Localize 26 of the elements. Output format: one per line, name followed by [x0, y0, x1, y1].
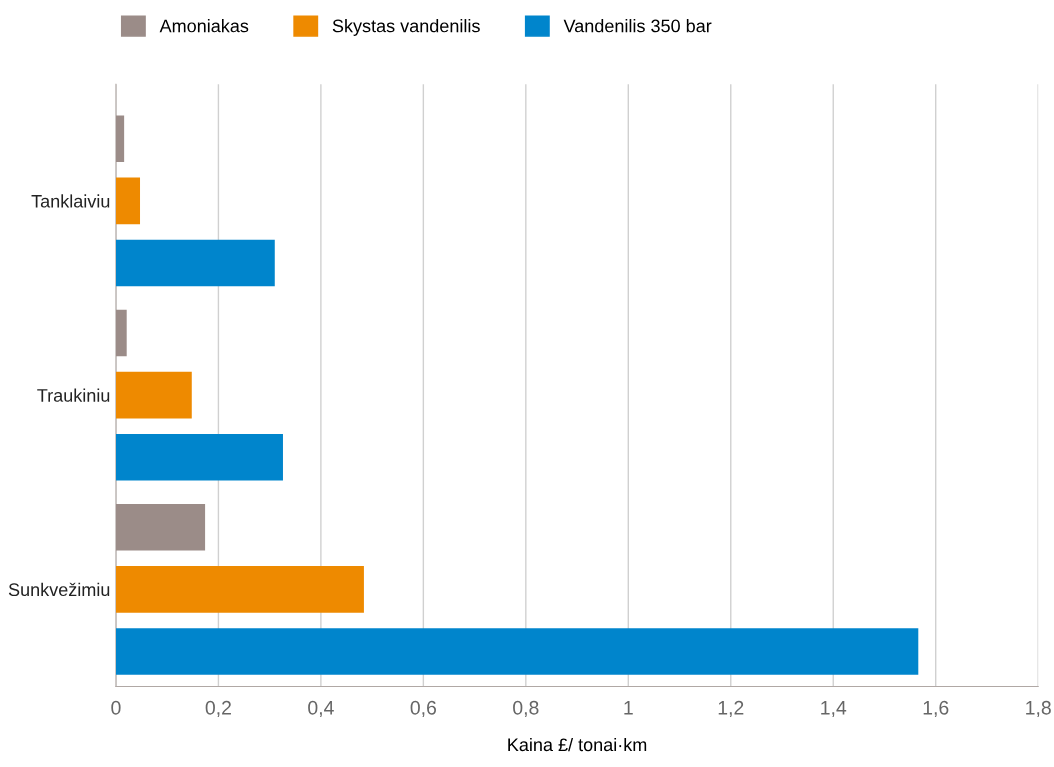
bar — [115, 309, 127, 357]
y-tick-label: Sunkvežimiu — [8, 582, 110, 597]
bar — [115, 239, 275, 287]
bar — [115, 371, 192, 419]
legend-label: Skystas vandenilis — [332, 19, 480, 36]
y-tick-label: Tanklaiviu — [31, 194, 110, 208]
x-tick-label: 0,6 — [410, 700, 437, 717]
x-tick-label: 1,6 — [923, 700, 949, 717]
bar — [115, 433, 283, 481]
x-tick-label: 1,2 — [718, 700, 744, 717]
bar — [115, 503, 206, 551]
bar — [115, 628, 919, 675]
bar — [115, 566, 364, 613]
x-tick-label: 1,8 — [1026, 700, 1051, 717]
bar — [115, 115, 125, 163]
bar — [115, 177, 141, 225]
x-axis-title: Kaina £/ tonai·km — [508, 737, 647, 752]
x-tick-label: 1,4 — [821, 701, 847, 717]
x-tick-label: 1 — [624, 701, 633, 715]
x-tick-label: 0 — [111, 700, 121, 715]
legend-label: Amoniakas — [159, 19, 249, 33]
y-tick-label: Traukiniu — [37, 388, 110, 402]
legend-label: Vandenilis 350 bar — [563, 19, 712, 33]
x-tick-label: 0,2 — [205, 700, 231, 717]
x-tick-label: 0,4 — [308, 700, 334, 717]
x-tick-label: 0,8 — [513, 700, 539, 717]
